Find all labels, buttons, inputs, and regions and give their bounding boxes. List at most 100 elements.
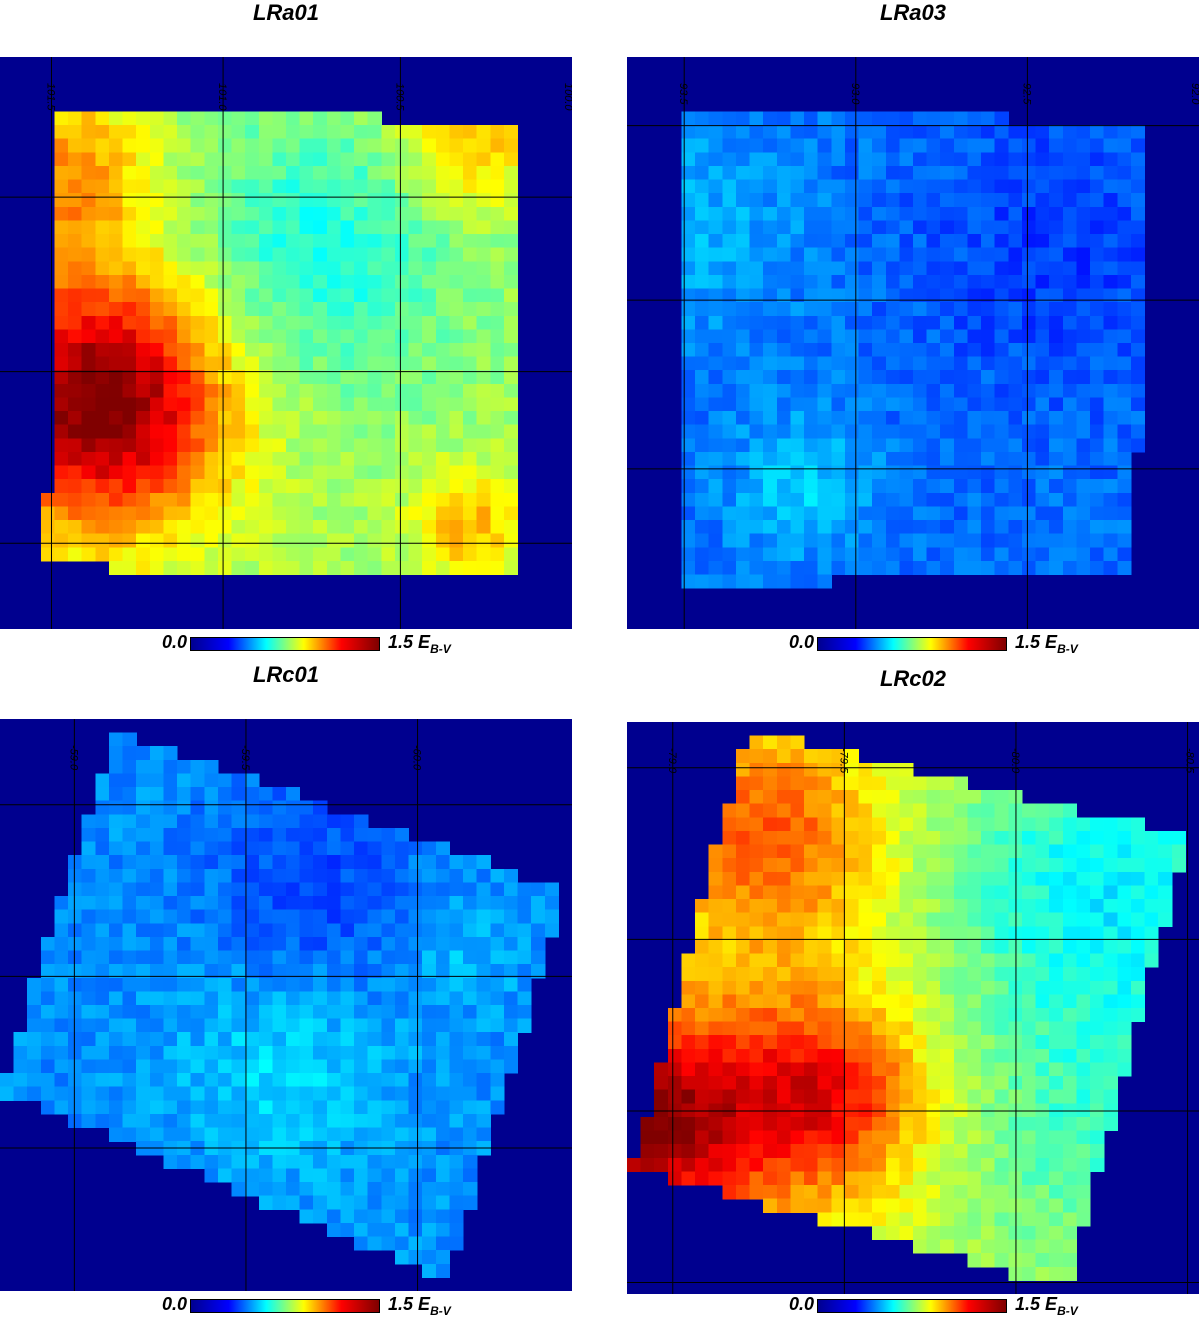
extinction-cell [367, 315, 382, 330]
extinction-cell [68, 165, 83, 181]
extinction-cell [735, 1062, 751, 1077]
extinction-cell [940, 1076, 955, 1091]
extinction-cell [108, 1045, 124, 1061]
extinction-cell [190, 288, 205, 303]
extinction-cell [217, 465, 233, 480]
extinction-cell [108, 179, 124, 194]
extinction-cell [831, 383, 846, 399]
extinction-cell [858, 247, 873, 262]
extinction-cell [422, 343, 437, 358]
extinction-cell [1049, 1212, 1064, 1227]
extinction-cell [994, 520, 1009, 535]
extinction-cell [695, 234, 710, 249]
extinction-cell [408, 560, 423, 576]
extinction-cell [367, 923, 382, 938]
extinction-cell [217, 923, 233, 938]
extinction-cell [994, 912, 1009, 927]
extinction-cell [695, 1103, 710, 1118]
extinction-cell [136, 1100, 151, 1115]
extinction-cell [1021, 939, 1037, 955]
extinction-cell [790, 506, 805, 521]
extinction-cell [913, 111, 928, 126]
extinction-cell [163, 923, 178, 938]
extinction-cell [340, 193, 355, 208]
extinction-cell [858, 397, 873, 412]
extinction-cell [503, 165, 519, 181]
extinction-cell [695, 138, 710, 153]
extinction-cell [1090, 220, 1105, 235]
extinction-cell [749, 288, 764, 303]
extinction-cell [245, 220, 260, 235]
extinction-cell [981, 533, 996, 548]
extinction-cell [804, 1103, 819, 1118]
extinction-cell [204, 247, 219, 262]
extinction-cell [340, 882, 355, 897]
extinction-cell [81, 329, 96, 344]
extinction-cell [422, 302, 437, 317]
extinction-cell [858, 980, 873, 995]
extinction-cell [81, 1032, 96, 1047]
extinction-cell [367, 520, 382, 535]
extinction-cell [844, 1076, 860, 1091]
extinction-cell [136, 759, 151, 775]
extinction-cell [68, 125, 83, 140]
extinction-cell [286, 479, 301, 494]
extinction-cell [354, 370, 369, 385]
extinction-cell [177, 882, 192, 897]
colorbar-max-label: 1.5 EB-V [1015, 1294, 1078, 1318]
extinction-cell [463, 492, 478, 508]
extinction-cell [885, 424, 900, 439]
extinction-cell [872, 830, 887, 846]
extinction-cell [858, 274, 873, 290]
extinction-cell [872, 234, 887, 249]
extinction-cell [381, 1086, 396, 1101]
extinction-cell [1062, 1076, 1078, 1091]
extinction-cell [1062, 547, 1078, 562]
extinction-cell [1035, 1144, 1050, 1159]
extinction-cell [817, 479, 832, 494]
extinction-cell [749, 885, 764, 900]
extinction-cell [204, 397, 219, 412]
extinction-cell [122, 315, 137, 330]
extinction-cell [913, 803, 928, 818]
extinction-cell [354, 111, 369, 126]
extinction-cell [476, 370, 491, 385]
extinction-cell [422, 1222, 437, 1238]
extinction-cell [1130, 994, 1146, 1009]
extinction-cell [245, 950, 260, 965]
extinction-cell [981, 465, 996, 480]
extinction-cell [831, 1021, 846, 1036]
extinction-cell [54, 438, 69, 453]
extinction-cell [422, 370, 437, 385]
extinction-cell [926, 899, 941, 914]
extinction-cell [926, 912, 941, 927]
extinction-cell [1090, 1116, 1105, 1132]
extinction-cell [136, 882, 151, 897]
extinction-cell [1062, 994, 1078, 1009]
extinction-cell [81, 1086, 96, 1101]
extinction-cell [981, 994, 996, 1009]
extinction-cell [299, 465, 314, 480]
extinction-cell [435, 193, 451, 208]
extinction-cell [872, 980, 887, 995]
extinction-cell [1144, 844, 1159, 859]
extinction-cell [435, 356, 451, 371]
extinction-cell [735, 520, 751, 535]
extinction-cell [1008, 329, 1023, 344]
extinction-cell [122, 302, 137, 317]
extinction-cell [258, 520, 273, 535]
extinction-cell [68, 1073, 83, 1088]
extinction-cell [981, 383, 996, 399]
extinction-cell [231, 288, 246, 303]
extinction-cell [463, 855, 478, 870]
extinction-cell [245, 506, 260, 521]
extinction-cell [872, 871, 887, 887]
extinction-cell [449, 1018, 464, 1033]
extinction-cell [913, 1062, 928, 1077]
extinction-cell [1035, 1157, 1050, 1173]
extinction-cell [272, 274, 287, 290]
extinction-cell [858, 1116, 873, 1132]
extinction-cell [831, 288, 846, 303]
extinction-cell [667, 1048, 683, 1064]
extinction-cell [422, 855, 437, 870]
